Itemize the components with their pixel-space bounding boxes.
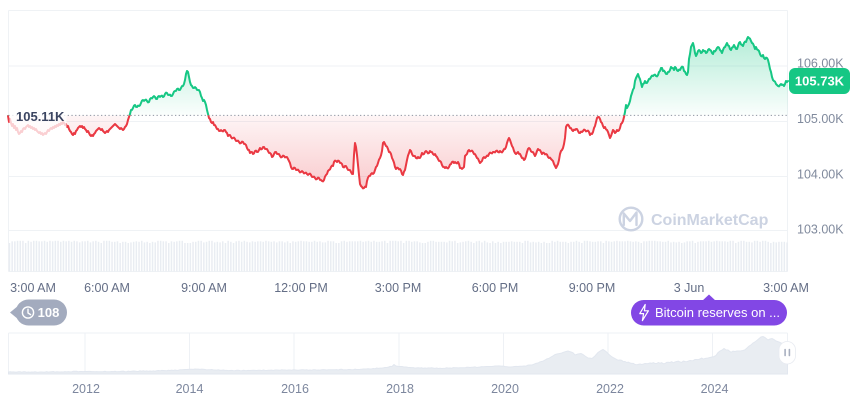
svg-text:6:00 PM: 6:00 PM bbox=[472, 281, 519, 295]
svg-text:3:00 AM: 3:00 AM bbox=[763, 281, 809, 295]
svg-text:CoinMarketCap: CoinMarketCap bbox=[651, 212, 769, 229]
svg-text:12:00 PM: 12:00 PM bbox=[274, 281, 328, 295]
svg-text:103.00K: 103.00K bbox=[797, 222, 844, 236]
svg-text:2016: 2016 bbox=[281, 382, 309, 396]
svg-text:106.00K: 106.00K bbox=[797, 56, 844, 70]
svg-text:2022: 2022 bbox=[596, 382, 624, 396]
svg-text:105.00K: 105.00K bbox=[797, 112, 844, 126]
svg-text:Bitcoin reserves on ...: Bitcoin reserves on ... bbox=[655, 305, 780, 320]
svg-text:105.11K: 105.11K bbox=[16, 109, 65, 124]
svg-text:2018: 2018 bbox=[386, 382, 414, 396]
svg-text:2024: 2024 bbox=[701, 382, 729, 396]
svg-text:2012: 2012 bbox=[72, 382, 100, 396]
svg-text:2014: 2014 bbox=[176, 382, 204, 396]
svg-text:104.00K: 104.00K bbox=[797, 167, 844, 181]
svg-text:9:00 PM: 9:00 PM bbox=[569, 281, 616, 295]
svg-text:6:00 AM: 6:00 AM bbox=[84, 281, 130, 295]
svg-text:105.73K: 105.73K bbox=[795, 74, 845, 89]
svg-text:3 Jun: 3 Jun bbox=[674, 281, 705, 295]
svg-text:3:00 PM: 3:00 PM bbox=[375, 281, 422, 295]
svg-text:108: 108 bbox=[38, 305, 60, 320]
svg-text:9:00 AM: 9:00 AM bbox=[181, 281, 227, 295]
svg-text:3:00 AM: 3:00 AM bbox=[10, 281, 56, 295]
svg-text:2020: 2020 bbox=[491, 382, 519, 396]
